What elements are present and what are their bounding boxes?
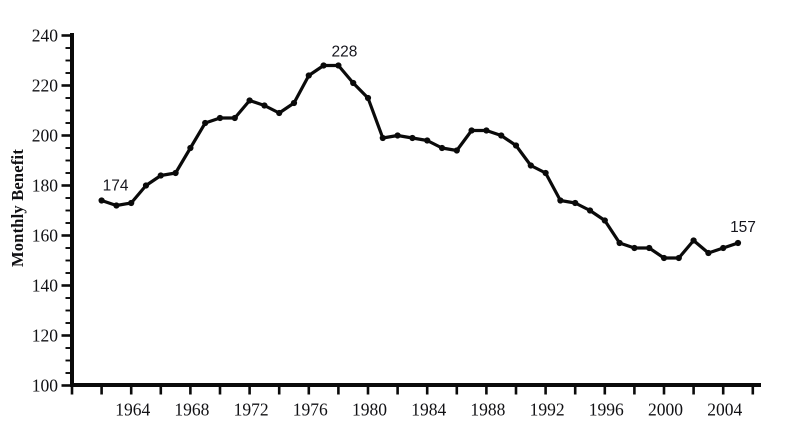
data-point-1997	[616, 239, 623, 247]
data-point-1973	[261, 102, 268, 109]
data-point-label: 174	[103, 178, 129, 195]
y-tick-label: 100	[32, 376, 59, 396]
data-point-label: 157	[730, 219, 756, 236]
y-tick-label: 120	[32, 326, 59, 346]
data-point-1996	[601, 217, 608, 224]
data-point-1974	[276, 109, 283, 117]
data-point-2001	[675, 254, 682, 262]
data-point-1979	[350, 79, 357, 87]
benefit-series-line	[99, 63, 740, 260]
data-point-1999	[646, 244, 653, 252]
data-point-1994	[572, 199, 579, 207]
data-point-1965	[142, 182, 150, 189]
data-point-1975	[290, 99, 298, 107]
y-tick-label: 180	[32, 176, 59, 196]
data-point-1987	[468, 127, 475, 134]
data-point-1985	[438, 144, 446, 152]
y-tick-label: 160	[32, 226, 59, 246]
data-point-1995	[586, 207, 594, 214]
x-tick-label: 1984	[411, 400, 446, 420]
data-point-1998	[631, 244, 638, 252]
x-tick-label: 1996	[589, 400, 624, 420]
data-point-1983	[409, 134, 416, 142]
data-point-2005	[734, 239, 742, 247]
data-point-1992	[542, 169, 549, 177]
y-tick-label: 200	[32, 126, 59, 146]
y-tick-label: 220	[32, 76, 59, 96]
data-point-2004	[720, 244, 727, 252]
data-point-2002	[690, 237, 697, 244]
x-tick-label: 1992	[530, 400, 565, 420]
data-point-2000	[660, 254, 668, 262]
data-point-1969	[202, 119, 209, 127]
x-tick-label: 1988	[470, 400, 505, 420]
data-point-1971	[231, 114, 238, 122]
data-point-1986	[453, 147, 460, 154]
data-point-1980	[364, 94, 372, 102]
data-point-1990	[512, 142, 520, 149]
data-point-1993	[557, 197, 564, 204]
x-tick-label: 2000	[648, 400, 683, 420]
y-tick-label: 240	[32, 26, 59, 46]
x-tick-label: 1972	[234, 400, 269, 420]
data-point-1991	[527, 162, 534, 169]
data-point-1976	[305, 72, 312, 79]
y-tick-label: 140	[32, 276, 59, 296]
data-point-1967	[172, 169, 179, 177]
data-point-label: 228	[331, 44, 357, 61]
data-point-1984	[424, 137, 431, 144]
x-tick-label: 2004	[707, 400, 742, 420]
y-axis-title: Monthly Benefit	[8, 148, 27, 268]
data-point-1988	[483, 127, 490, 134]
x-tick-label: 1980	[352, 400, 387, 420]
data-point-1964	[128, 199, 135, 207]
data-point-1970	[216, 114, 224, 122]
data-point-1966	[157, 172, 164, 179]
data-point-1989	[498, 132, 505, 139]
data-point-1977	[320, 62, 327, 69]
data-point-1978	[335, 62, 342, 69]
data-point-1963	[113, 202, 120, 209]
data-point-2003	[705, 249, 712, 257]
data-point-1962	[98, 197, 105, 204]
data-point-1981	[379, 134, 386, 142]
data-point-1972	[246, 97, 253, 104]
x-tick-label: 1968	[174, 400, 209, 420]
data-point-1968	[187, 144, 194, 152]
x-tick-label: 1964	[115, 400, 150, 420]
x-tick-label: 1976	[293, 400, 328, 420]
data-point-1982	[394, 132, 401, 139]
